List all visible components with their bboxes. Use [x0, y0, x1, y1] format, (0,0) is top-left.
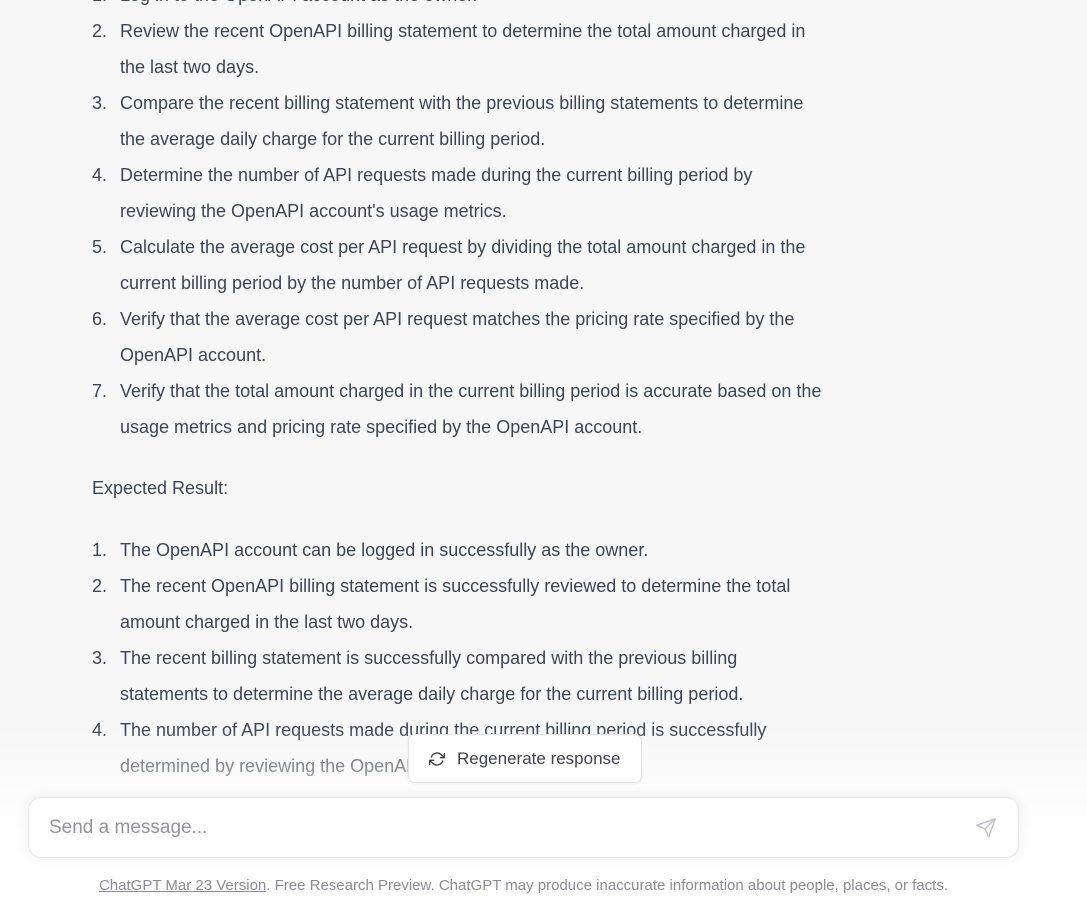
list-number: 4.	[92, 720, 108, 740]
step-text: Log in to the OpenAPI account as the own…	[120, 0, 962, 13]
result-text: amount charged in the last two days.	[120, 612, 414, 632]
result-text: statements to determine the average dail…	[120, 684, 744, 704]
task-steps-list: 1. Log in to the OpenAPI account as the …	[92, 0, 962, 445]
list-number: 3.	[92, 648, 108, 668]
result-item-1: 1. The OpenAPI account can be logged in …	[92, 532, 962, 568]
step-item-4: 4. Determine the number of API requests …	[92, 157, 962, 229]
list-number: 2.	[92, 576, 108, 596]
result-text: The OpenAPI account can be logged in suc…	[120, 540, 649, 560]
list-number: 5.	[92, 237, 108, 257]
regenerate-icon	[429, 751, 445, 767]
message-composer	[28, 797, 1019, 858]
step-text: Determine the number of API requests mad…	[120, 165, 753, 185]
step-text: Verify that the average cost per API req…	[120, 309, 795, 329]
step-item-6: 6. Verify that the average cost per API …	[92, 301, 962, 373]
result-text: The recent billing statement is successf…	[120, 648, 738, 668]
assistant-message: 1. Log in to the OpenAPI account as the …	[92, 0, 962, 784]
version-link[interactable]: ChatGPT Mar 23 Version	[98, 877, 267, 894]
footer-disclaimer: ChatGPT Mar 23 Version. Free Research Pr…	[0, 875, 1047, 897]
footer-text: . Free Research Preview. ChatGPT may pro…	[266, 877, 949, 894]
result-text: The recent OpenAPI billing statement is …	[120, 576, 791, 596]
expected-result-heading: Expected Result:	[92, 478, 229, 498]
list-number: 7.	[92, 381, 108, 401]
step-text: Compare the recent billing statement wit…	[120, 93, 804, 113]
regenerate-button-label: Regenerate response	[457, 748, 621, 768]
list-number: 2.	[92, 21, 108, 41]
list-number: 4.	[92, 165, 108, 185]
regenerate-response-button[interactable]: Regenerate response	[408, 734, 642, 783]
list-number: 1.	[92, 540, 108, 560]
send-button[interactable]	[968, 810, 1004, 846]
list-number: 1.	[92, 0, 120, 13]
step-item-3: 3. Compare the recent billing statement …	[92, 85, 962, 157]
paper-plane-send-icon	[975, 817, 997, 839]
step-item-1: 1. Log in to the OpenAPI account as the …	[92, 0, 962, 13]
step-text: current billing period by the number of …	[120, 273, 585, 293]
step-text: usage metrics and pricing rate specified…	[120, 417, 643, 437]
step-item-2: 2. Review the recent OpenAPI billing sta…	[92, 13, 962, 85]
step-text: Calculate the average cost per API reque…	[120, 237, 806, 257]
step-text: the average daily charge for the current…	[120, 129, 546, 149]
step-text: OpenAPI account.	[120, 345, 267, 365]
result-item-3: 3. The recent billing statement is succe…	[92, 640, 962, 712]
step-item-5: 5. Calculate the average cost per API re…	[92, 229, 962, 301]
step-text: reviewing the OpenAPI account's usage me…	[120, 201, 507, 221]
message-input[interactable]	[29, 798, 1018, 857]
step-text: Verify that the total amount charged in …	[120, 381, 822, 401]
step-text: Review the recent OpenAPI billing statem…	[120, 21, 806, 41]
list-number: 3.	[92, 93, 108, 113]
step-item-7: 7. Verify that the total amount charged …	[92, 373, 962, 445]
list-number: 6.	[92, 309, 108, 329]
step-text: the last two days.	[120, 57, 260, 77]
result-item-2: 2. The recent OpenAPI billing statement …	[92, 568, 962, 640]
